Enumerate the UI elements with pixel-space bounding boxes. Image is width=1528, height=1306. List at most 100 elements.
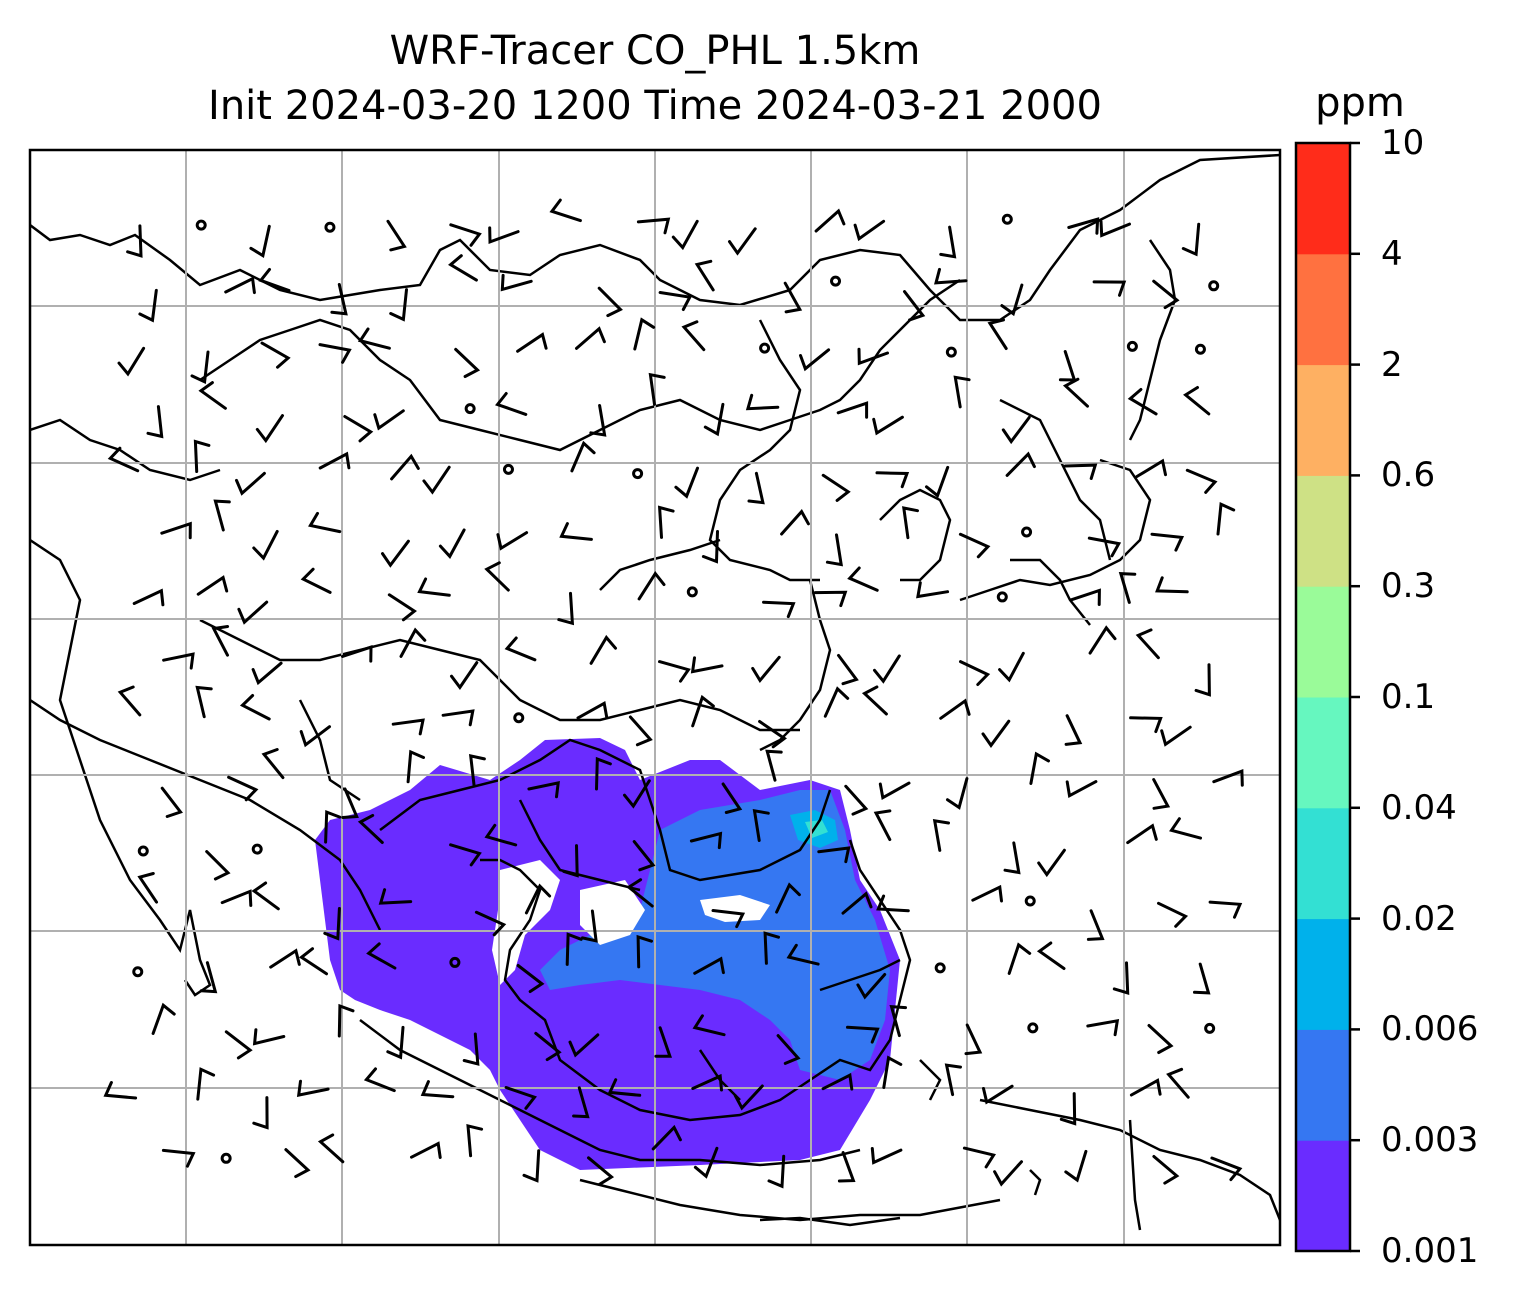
wind-barb xyxy=(237,600,269,625)
wind-barb xyxy=(1183,386,1211,416)
wind-barb xyxy=(657,505,675,539)
wind-barb xyxy=(220,889,253,907)
colorbar-bin-1 xyxy=(1296,1029,1350,1141)
wind-barb xyxy=(767,1154,786,1189)
wind-barb xyxy=(318,451,351,470)
wind-barb xyxy=(959,660,991,686)
wind-barb xyxy=(252,1028,286,1046)
wind-barb xyxy=(504,636,537,662)
wind-barb xyxy=(198,381,227,410)
wind-barb xyxy=(126,224,143,258)
wind-barb xyxy=(783,281,803,314)
wind-barb xyxy=(103,1081,138,1100)
wind-barb xyxy=(873,809,892,842)
wind-barb xyxy=(693,956,725,975)
wind-barb xyxy=(637,571,666,601)
wind-barb-calm xyxy=(502,463,514,475)
wind-barb xyxy=(387,593,417,622)
wind-barb xyxy=(399,627,427,658)
wind-barb-calm xyxy=(132,966,144,978)
wind-barb xyxy=(786,943,820,966)
wind-barb xyxy=(137,872,158,904)
wind-barb xyxy=(671,219,699,251)
wind-barb xyxy=(284,1148,311,1179)
colorbar-tick-label: 4 xyxy=(1381,233,1403,274)
wind-barb xyxy=(856,973,887,1000)
colorbar-tick-label: 0.6 xyxy=(1381,455,1436,496)
wind-barb xyxy=(825,533,844,567)
wind-barb xyxy=(691,694,715,728)
wind-barb xyxy=(752,808,770,842)
wind-barb xyxy=(953,375,971,409)
wind-barb xyxy=(1088,625,1117,655)
wind-barb xyxy=(821,1072,854,1091)
wind-barb xyxy=(466,1123,484,1158)
wind-barb xyxy=(633,317,656,351)
wind-barb xyxy=(1155,576,1189,594)
wind-barb xyxy=(1181,222,1201,257)
wind-barb xyxy=(160,786,183,818)
colorbar-bin-8 xyxy=(1296,253,1350,366)
wind-barb xyxy=(658,291,693,311)
colorbar-tick-label: 10 xyxy=(1381,123,1425,163)
wind-barb xyxy=(449,843,482,867)
colorbar-tick-label: 0.1 xyxy=(1381,677,1436,717)
wind-barb xyxy=(468,753,486,788)
wind-barb xyxy=(648,372,666,406)
wind-barb xyxy=(1029,751,1050,785)
wind-barb xyxy=(882,1055,903,1089)
wind-barb xyxy=(258,267,291,292)
wind-barb xyxy=(341,645,373,663)
wind-barb xyxy=(534,1031,562,1062)
wind-barb xyxy=(836,401,869,419)
wind-barb xyxy=(249,224,271,258)
wind-barb-calm xyxy=(195,219,207,231)
wind-barb xyxy=(527,781,560,799)
colorbar-tick-label: 0.04 xyxy=(1381,787,1457,828)
wind-barb xyxy=(373,409,405,431)
wind-barb xyxy=(1129,716,1163,734)
wind-barbs xyxy=(103,198,1244,1189)
wind-barb xyxy=(117,346,146,377)
wind-barb xyxy=(939,225,957,259)
wind-barb xyxy=(107,446,140,473)
wind-barb xyxy=(1069,588,1101,606)
wind-barb xyxy=(1135,458,1167,478)
wind-barb xyxy=(1036,941,1066,970)
colorbar-unit-label: ppm xyxy=(1315,80,1405,126)
wind-barb xyxy=(213,499,231,532)
wind-barb-calm xyxy=(830,275,842,287)
wind-barb xyxy=(441,709,475,727)
wind-barb-calm xyxy=(1204,1022,1216,1034)
wind-barb xyxy=(758,720,787,749)
wind-barb xyxy=(484,823,518,847)
wind-barb xyxy=(626,878,654,908)
colorbar-bin-7 xyxy=(1296,364,1350,476)
wind-barb xyxy=(1129,1078,1162,1097)
wind-barb xyxy=(261,748,285,780)
wind-barb xyxy=(474,910,507,937)
wind-barb xyxy=(146,405,164,439)
colorbar-tick-label: 2 xyxy=(1381,344,1403,385)
wind-barb xyxy=(549,198,582,223)
wind-barb xyxy=(211,625,230,657)
wind-barb xyxy=(391,718,425,736)
wind-barb-calm xyxy=(324,221,336,233)
wind-barb xyxy=(252,529,279,561)
wind-barb xyxy=(595,756,612,791)
wind-barb xyxy=(1062,377,1089,408)
wind-barb xyxy=(495,392,528,416)
wind-barb xyxy=(357,813,384,844)
colorbar-tick-label: 0.006 xyxy=(1381,1009,1479,1050)
wind-barb-calm xyxy=(513,712,525,724)
wind-barb xyxy=(651,1124,682,1151)
wind-barb xyxy=(813,590,848,608)
wind-barb xyxy=(357,327,391,350)
wind-barb xyxy=(587,1156,615,1186)
wind-barb xyxy=(847,566,879,592)
wind-barb xyxy=(255,414,284,444)
wind-barb xyxy=(117,685,142,717)
colorbar-bin-9 xyxy=(1296,143,1350,255)
wind-barb xyxy=(690,656,724,674)
wind-barb xyxy=(381,539,410,568)
